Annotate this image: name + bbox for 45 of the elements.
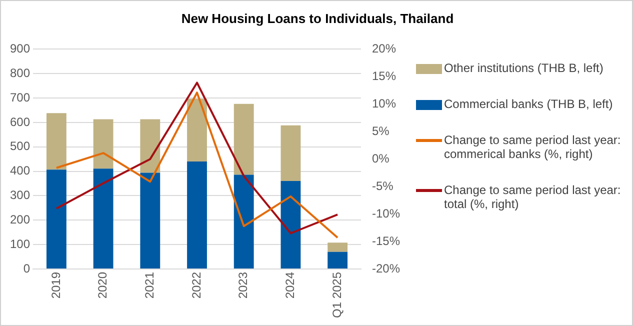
x-tick-label: 2022 <box>189 272 204 299</box>
y2-tick-label: 0% <box>372 151 390 166</box>
bar <box>140 172 160 268</box>
y2-tick-label: -5% <box>372 178 394 193</box>
y2-tick-label: -10% <box>372 206 400 220</box>
y2-tick-label: 15% <box>372 68 396 83</box>
y2-tick-label: -20% <box>372 261 400 276</box>
y2-tick-label: -15% <box>372 234 400 248</box>
y-tick-label: 800 <box>10 66 30 80</box>
y-tick-label: 600 <box>10 114 30 129</box>
bar <box>46 113 66 170</box>
x-tick-label: Q1 2025 <box>330 272 344 318</box>
bar <box>280 181 301 268</box>
bar <box>93 119 114 169</box>
bar <box>234 174 254 268</box>
y-tick-label: 0 <box>23 261 30 276</box>
x-tick-label: 2023 <box>236 272 250 299</box>
legend-label: Other institutions (THB B, left) <box>444 61 604 75</box>
y-tick-label: 200 <box>10 212 30 226</box>
bar <box>46 170 66 268</box>
y2-tick-label: 20% <box>372 42 396 56</box>
bar <box>280 125 301 182</box>
y-tick-label: 900 <box>10 42 30 56</box>
x-tick-label: 2021 <box>142 272 156 299</box>
bar <box>140 119 160 173</box>
y-tick-label: 100 <box>10 236 30 251</box>
y2-tick-label: 5% <box>372 124 390 138</box>
bar <box>234 104 254 175</box>
bar <box>187 98 207 162</box>
bar <box>93 168 114 268</box>
y-tick-label: 400 <box>10 164 30 178</box>
legend-label: Change to same period last year: commerical banks (%, right) <box>444 133 622 161</box>
x-tick-label: 2020 <box>96 272 110 299</box>
legend-label: Commercial banks (THB B, left) <box>444 97 613 111</box>
bar <box>328 242 348 252</box>
y-tick-label: 700 <box>10 90 30 104</box>
y-tick-label: 300 <box>10 188 30 202</box>
legend-label: Change to same period last year: total (%, right) <box>444 183 622 211</box>
y-tick-label: 500 <box>10 139 30 154</box>
bar <box>187 162 207 268</box>
bar <box>328 252 348 268</box>
chart-title: New Housing Loans to Individuals, Thailand <box>180 11 455 26</box>
x-tick-label: 2019 <box>48 272 63 299</box>
y2-tick-label: 10% <box>372 96 396 110</box>
x-tick-label: 2024 <box>283 272 298 299</box>
